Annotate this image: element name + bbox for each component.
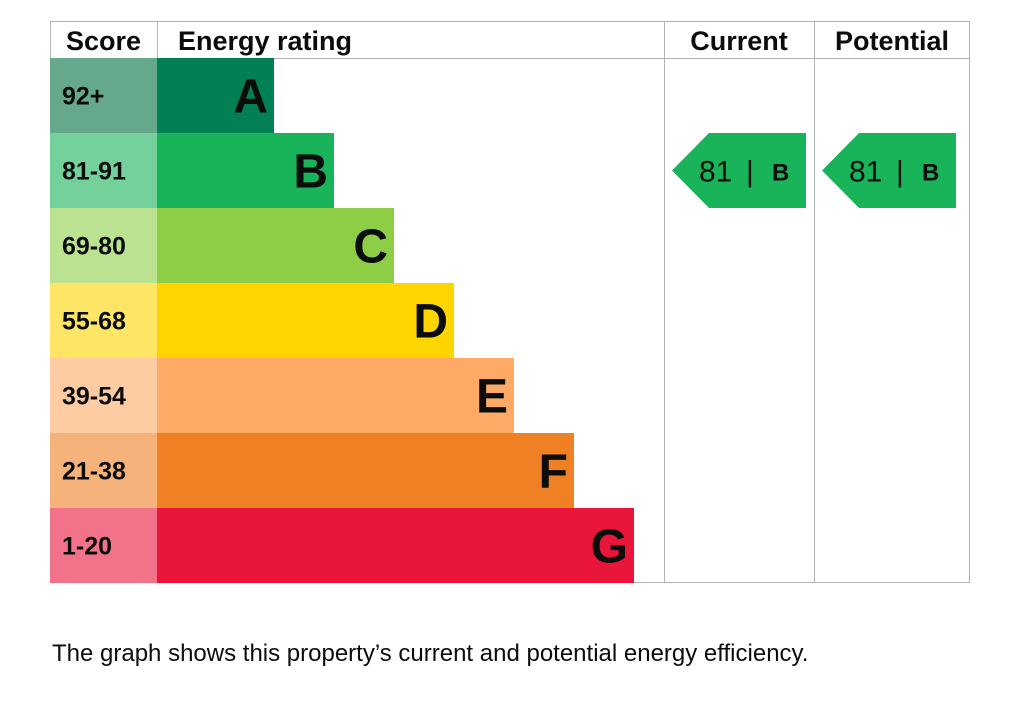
- rating-bands: 92+ A 81-91 B 69-80 C 55-68 D 39-54 E 21-38 F 1-20 G: [50, 58, 634, 583]
- potential-rating-letter: B: [922, 160, 939, 187]
- energy-rating-chart: Score Energy rating Current Potential 92…: [50, 21, 970, 583]
- current-rating-letter: B: [772, 160, 789, 187]
- score-cell-d: [50, 283, 157, 358]
- band-bar-g: [157, 508, 634, 583]
- score-cell-f: [50, 433, 157, 508]
- band-letter-b: B: [293, 146, 328, 199]
- band-bar-b: [157, 133, 334, 208]
- potential-rating-separator: |: [896, 156, 904, 189]
- score-cell-g: [50, 508, 157, 583]
- current-rating-arrow: [672, 133, 806, 208]
- chart-caption: The graph shows this property’s current …: [52, 640, 809, 667]
- score-label-c: 69-80: [62, 233, 126, 261]
- band-bar-c: [157, 208, 394, 283]
- band-bar-d: [157, 283, 454, 358]
- potential-rating-value: 81: [849, 156, 882, 189]
- band-letter-a: A: [233, 71, 268, 124]
- current-rating-separator: |: [746, 156, 754, 189]
- score-label-b: 81-91: [62, 158, 126, 186]
- header-energy-rating: Energy rating: [178, 26, 352, 56]
- header-potential: Potential: [835, 26, 949, 56]
- band-letter-c: C: [353, 221, 388, 274]
- potential-rating-arrow: [822, 133, 956, 208]
- score-cell-b: [50, 133, 157, 208]
- score-label-e: 39-54: [62, 383, 126, 411]
- score-label-d: 55-68: [62, 308, 126, 336]
- band-bar-f: [157, 433, 574, 508]
- current-rating-value: 81: [699, 156, 732, 189]
- band-letter-g: G: [591, 521, 628, 574]
- header-current: Current: [690, 26, 788, 56]
- score-cell-e: [50, 358, 157, 433]
- band-bar-e: [157, 358, 514, 433]
- score-label-f: 21-38: [62, 458, 126, 486]
- band-letter-e: E: [476, 371, 508, 424]
- score-label-a: 92+: [62, 83, 104, 111]
- rating-arrows: 81 | B 81 | B: [672, 133, 956, 208]
- header-score: Score: [66, 26, 141, 56]
- score-cell-a: [50, 58, 157, 133]
- score-cell-c: [50, 208, 157, 283]
- band-letter-d: D: [413, 296, 448, 349]
- band-letter-f: F: [539, 446, 568, 499]
- band-bar-a: [157, 58, 274, 133]
- score-label-g: 1-20: [62, 533, 112, 561]
